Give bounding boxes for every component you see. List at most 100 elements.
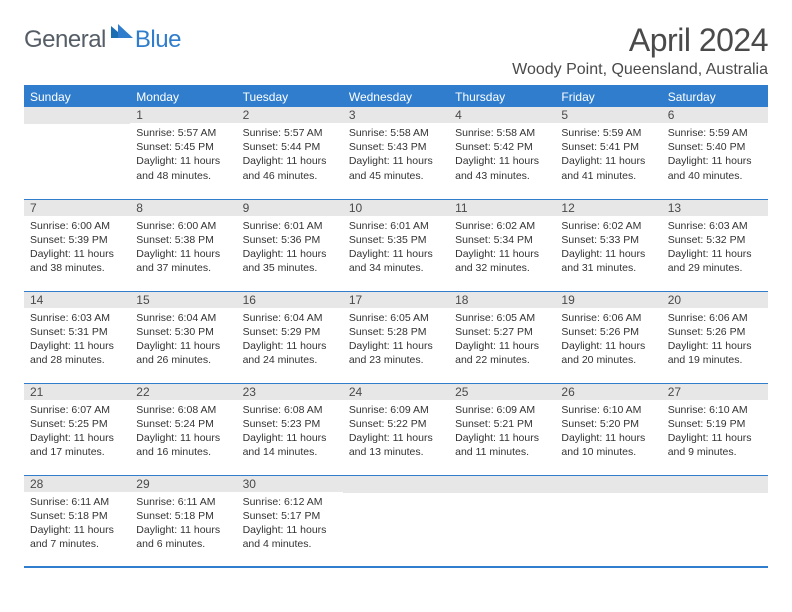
day-number: 30 (237, 476, 343, 492)
daylight-line: Daylight: 11 hours and 19 minutes. (668, 339, 762, 367)
sunset-line: Sunset: 5:39 PM (30, 233, 124, 247)
sunset-line: Sunset: 5:44 PM (243, 140, 337, 154)
calendar-cell: 4 Sunrise: 5:58 AMSunset: 5:42 PMDaylight… (449, 107, 555, 199)
day-number: 23 (237, 384, 343, 400)
sunset-line: Sunset: 5:24 PM (136, 417, 230, 431)
daylight-line: Daylight: 11 hours and 28 minutes. (30, 339, 124, 367)
sunrise-line: Sunrise: 6:03 AM (30, 311, 124, 325)
day-number: 20 (662, 292, 768, 308)
calendar-cell: 2Sunrise: 5:57 AMSunset: 5:44 PMDaylight… (237, 107, 343, 199)
calendar-cell: 28Sunrise: 6:11 AMSunset: 5:18 PMDayligh… (24, 475, 130, 567)
day-info: Sunrise: 5:57 AMSunset: 5:45 PMDaylight:… (136, 126, 230, 183)
day-number-bar-empty (449, 476, 555, 493)
day-info: Sunrise: 6:10 AMSunset: 5:20 PMDaylight:… (561, 403, 655, 460)
daylight-line: Daylight: 11 hours and 45 minutes. (349, 154, 443, 182)
sunset-line: Sunset: 5:45 PM (136, 140, 230, 154)
day-number: 13 (662, 200, 768, 216)
sunset-line: Sunset: 5:35 PM (349, 233, 443, 247)
sunrise-line: Sunrise: 6:05 AM (349, 311, 443, 325)
day-info: Sunrise: 6:00 AMSunset: 5:39 PMDaylight:… (30, 219, 124, 276)
calendar-cell: 30Sunrise: 6:12 AMSunset: 5:17 PMDayligh… (237, 475, 343, 567)
sunset-line: Sunset: 5:34 PM (455, 233, 549, 247)
sunrise-line: Sunrise: 6:05 AM (455, 311, 549, 325)
calendar-week-row: 7Sunrise: 6:00 AMSunset: 5:39 PMDaylight… (24, 199, 768, 291)
day-number: 27 (662, 384, 768, 400)
sunrise-line: Sunrise: 6:02 AM (455, 219, 549, 233)
day-number: 7 (24, 200, 130, 216)
day-info: Sunrise: 6:02 AMSunset: 5:33 PMDaylight:… (561, 219, 655, 276)
day-info: Sunrise: 6:04 AMSunset: 5:30 PMDaylight:… (136, 311, 230, 368)
weekday-header-row: Sunday Monday Tuesday Wednesday Thursday… (24, 87, 768, 107)
sunrise-line: Sunrise: 6:00 AM (30, 219, 124, 233)
calendar-cell: 19Sunrise: 6:06 AMSunset: 5:26 PMDayligh… (555, 291, 661, 383)
daylight-line: Daylight: 11 hours and 41 minutes. (561, 154, 655, 182)
day-info: Sunrise: 6:06 AMSunset: 5:26 PMDaylight:… (668, 311, 762, 368)
daylight-line: Daylight: 11 hours and 6 minutes. (136, 523, 230, 551)
day-number: 5 (555, 107, 661, 123)
day-number: 4 (449, 107, 555, 123)
day-number-bar-empty (24, 107, 130, 124)
day-number: 12 (555, 200, 661, 216)
calendar-cell: 1 Sunrise: 5:57 AMSunset: 5:45 PMDaylight… (130, 107, 236, 199)
day-number: 15 (130, 292, 236, 308)
calendar-cell: 15 Sunrise: 6:04 AMSunset: 5:30 PMDayligh… (130, 291, 236, 383)
day-info: Sunrise: 6:11 AMSunset: 5:18 PMDaylight:… (136, 495, 230, 552)
sunset-line: Sunset: 5:43 PM (349, 140, 443, 154)
day-info: Sunrise: 6:07 AMSunset: 5:25 PMDaylight:… (30, 403, 124, 460)
calendar-cell: 5 Sunrise: 5:59 AMSunset: 5:41 PMDaylight… (555, 107, 661, 199)
day-number: 3 (343, 107, 449, 123)
calendar-week-row: 28 Sunrise: 6:11 AMSunset: 5:18 PMDayligh… (24, 475, 768, 567)
sunrise-line: Sunrise: 5:57 AM (243, 126, 337, 140)
sunset-line: Sunset: 5:22 PM (349, 417, 443, 431)
sunrise-line: Sunrise: 5:59 AM (561, 126, 655, 140)
day-info: Sunrise: 6:01 AMSunset: 5:36 PMDaylight:… (243, 219, 337, 276)
sunset-line: Sunset: 5:17 PM (243, 509, 337, 523)
sunrise-line: Sunrise: 6:04 AM (243, 311, 337, 325)
logo-triangle-icon (111, 22, 133, 43)
sunset-line: Sunset: 5:27 PM (455, 325, 549, 339)
logo-text-general: General (24, 26, 106, 54)
sunrise-line: Sunrise: 6:08 AM (243, 403, 337, 417)
weekday-header: Tuesday (237, 87, 343, 107)
day-info: Sunrise: 5:57 AMSunset: 5:44 PMDaylight:… (243, 126, 337, 183)
day-info: Sunrise: 5:58 AMSunset: 5:42 PMDaylight:… (455, 126, 549, 183)
day-info: Sunrise: 6:02 AMSunset: 5:34 PMDaylight:… (455, 219, 549, 276)
day-info: Sunrise: 6:08 AMSunset: 5:24 PMDaylight:… (136, 403, 230, 460)
day-number: 1 (130, 107, 236, 123)
day-number: 17 (343, 292, 449, 308)
day-info: Sunrise: 5:59 AMSunset: 5:41 PMDaylight:… (561, 126, 655, 183)
day-number-bar-empty (662, 476, 768, 493)
sunrise-line: Sunrise: 6:12 AM (243, 495, 337, 509)
sunrise-line: Sunrise: 6:07 AM (30, 403, 124, 417)
calendar-cell: 6Sunrise: 5:59 AMSunset: 5:40 PMDaylight… (662, 107, 768, 199)
calendar-week-row: 21Sunrise: 6:07 AMSunset: 5:25 PMDayligh… (24, 383, 768, 475)
title-block: April 2024 Woody Point, Queensland, Aust… (512, 22, 768, 79)
daylight-line: Daylight: 11 hours and 34 minutes. (349, 247, 443, 275)
sunset-line: Sunset: 5:25 PM (30, 417, 124, 431)
daylight-line: Daylight: 11 hours and 43 minutes. (455, 154, 549, 182)
sunset-line: Sunset: 5:32 PM (668, 233, 762, 247)
daylight-line: Daylight: 11 hours and 24 minutes. (243, 339, 337, 367)
day-number: 9 (237, 200, 343, 216)
location: Woody Point, Queensland, Australia (512, 61, 768, 79)
calendar-week-row: 14Sunrise: 6:03 AMSunset: 5:31 PMDayligh… (24, 291, 768, 383)
day-number: 16 (237, 292, 343, 308)
day-info: Sunrise: 6:01 AMSunset: 5:35 PMDaylight:… (349, 219, 443, 276)
calendar-week-row: 1Sunrise: 5:57 AMSunset: 5:45 PMDaylight… (24, 107, 768, 199)
calendar-cell: 13Sunrise: 6:03 AMSunset: 5:32 PMDayligh… (662, 199, 768, 291)
sunset-line: Sunset: 5:36 PM (243, 233, 337, 247)
calendar-cell (662, 475, 768, 567)
day-number: 14 (24, 292, 130, 308)
day-info: Sunrise: 6:09 AMSunset: 5:21 PMDaylight:… (455, 403, 549, 460)
daylight-line: Daylight: 11 hours and 17 minutes. (30, 431, 124, 459)
daylight-line: Daylight: 11 hours and 9 minutes. (668, 431, 762, 459)
day-number: 28 (24, 476, 130, 492)
daylight-line: Daylight: 11 hours and 16 minutes. (136, 431, 230, 459)
sunrise-line: Sunrise: 6:08 AM (136, 403, 230, 417)
daylight-line: Daylight: 11 hours and 31 minutes. (561, 247, 655, 275)
daylight-line: Daylight: 11 hours and 26 minutes. (136, 339, 230, 367)
calendar-cell: 29Sunrise: 6:11 AMSunset: 5:18 PMDayligh… (130, 475, 236, 567)
sunset-line: Sunset: 5:33 PM (561, 233, 655, 247)
daylight-line: Daylight: 11 hours and 32 minutes. (455, 247, 549, 275)
calendar-cell: 3Sunrise: 5:58 AMSunset: 5:43 PMDaylight… (343, 107, 449, 199)
